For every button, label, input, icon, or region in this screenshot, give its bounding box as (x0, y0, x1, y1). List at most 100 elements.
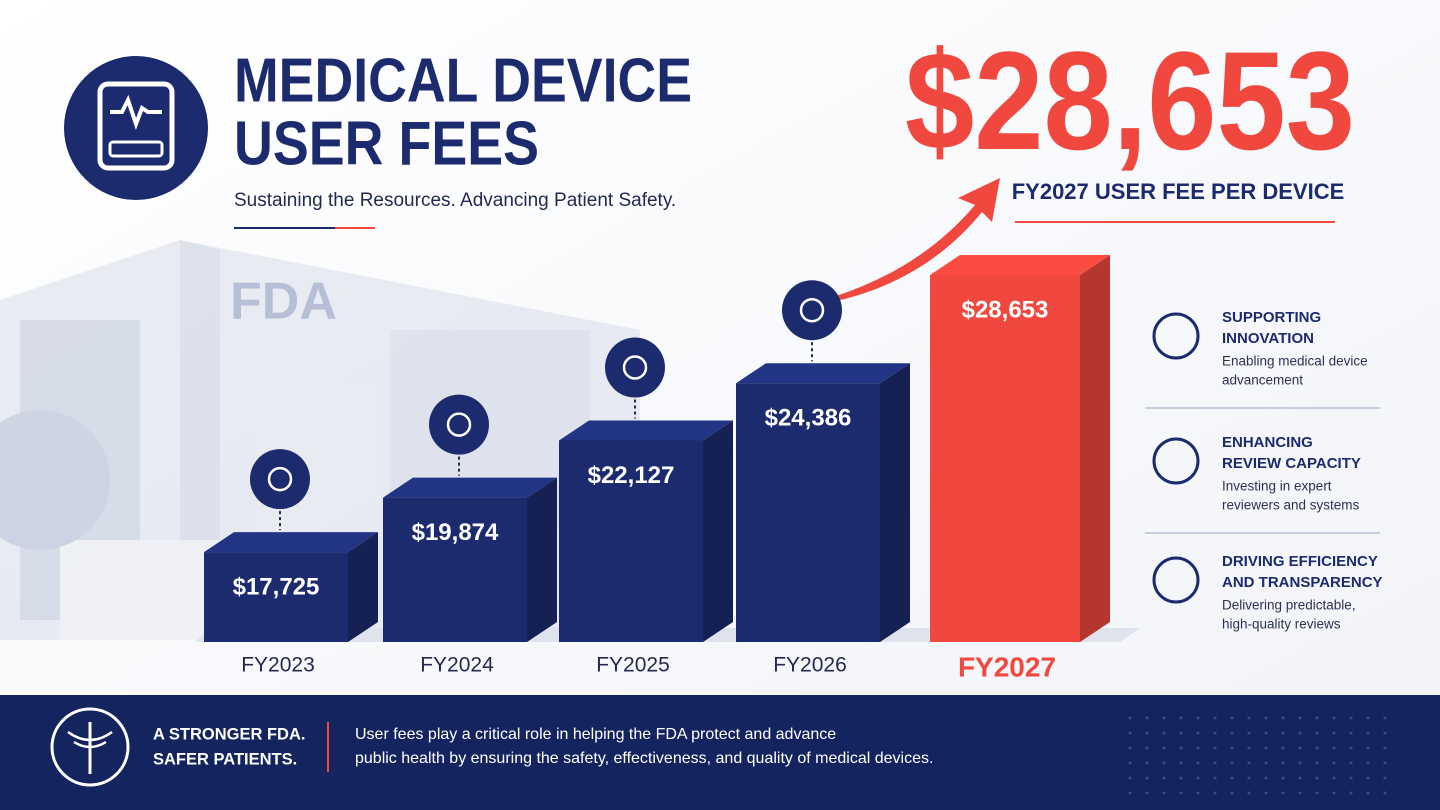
footer-dot (1264, 716, 1268, 720)
footer-dot (1298, 716, 1302, 720)
footer-dot (1247, 776, 1251, 780)
footer-dot (1315, 716, 1319, 720)
feature-title: INNOVATION (1222, 330, 1314, 347)
growth-arrow (830, 178, 1000, 302)
bar-icon-glyph (267, 466, 293, 492)
footer-dot (1162, 791, 1166, 795)
footer-dot (1349, 731, 1353, 735)
footer-dot (1213, 746, 1217, 750)
value-label: $17,725 (233, 573, 320, 600)
footer-dot (1298, 731, 1302, 735)
footer-dot (1315, 731, 1319, 735)
feature-icon (1152, 312, 1200, 360)
bar-icon-glyph (799, 297, 825, 323)
footer-dot (1230, 716, 1234, 720)
footer-dot (1349, 791, 1353, 795)
feature-title: SUPPORTING (1222, 309, 1321, 326)
footer-dot (1264, 746, 1268, 750)
logo-monitor (97, 81, 175, 171)
footer-dot (1213, 791, 1217, 795)
building-sign: FDA (230, 273, 337, 331)
footer-dot (1332, 716, 1336, 720)
bar-top (559, 420, 733, 441)
footer-dot (1281, 761, 1285, 765)
footer-dot (1264, 791, 1268, 795)
bar (736, 383, 880, 642)
footer-dot (1230, 791, 1234, 795)
footer-dot (1366, 761, 1370, 765)
footer-dot (1162, 776, 1166, 780)
footer-dot (1298, 746, 1302, 750)
feature-title: DRIVING EFFICIENCY (1222, 553, 1378, 570)
footer-dot (1213, 761, 1217, 765)
footer-dot (1264, 776, 1268, 780)
footer-dot (1264, 731, 1268, 735)
footer-emblem (50, 707, 130, 787)
bar (930, 275, 1080, 642)
footer-dot (1315, 761, 1319, 765)
footer-dot (1196, 731, 1200, 735)
bar (559, 440, 703, 642)
feature-description: Investing in expert (1222, 479, 1332, 494)
footer-dot (1281, 791, 1285, 795)
footer-dot (1128, 716, 1132, 720)
footer-dot (1315, 776, 1319, 780)
feature-description: Delivering predictable, (1222, 598, 1356, 613)
x-tick-label: FY2023 (241, 654, 315, 677)
feature-title: REVIEW CAPACITY (1222, 455, 1361, 472)
footer-band (0, 695, 1440, 810)
x-tick-label: FY2025 (596, 654, 670, 677)
footer-dot (1366, 746, 1370, 750)
footer-dot (1196, 761, 1200, 765)
footer-emblem-wings (67, 730, 113, 749)
footer-dot (1298, 776, 1302, 780)
footer-dot (1315, 791, 1319, 795)
footer-dot (1213, 716, 1217, 720)
footer-dot (1162, 746, 1166, 750)
title: USER FEES (234, 109, 539, 178)
value-label: $22,127 (588, 462, 675, 489)
footer-dot (1145, 731, 1149, 735)
footer-dot (1145, 746, 1149, 750)
footer-dot (1281, 731, 1285, 735)
bar-icon-glyph (446, 412, 472, 437)
bar (204, 552, 348, 642)
footer-dot (1230, 746, 1234, 750)
footer-dot (1349, 761, 1353, 765)
footer-dot (1179, 731, 1183, 735)
footer-dot (1162, 761, 1166, 765)
feature-title: ENHANCING (1222, 434, 1313, 451)
value-label: $24,386 (765, 405, 852, 432)
feature-title: AND TRANSPARENCY (1222, 574, 1383, 591)
footer-tagline: SAFER PATIENTS. (153, 750, 297, 768)
footer-dot (1366, 716, 1370, 720)
footer-dot (1281, 776, 1285, 780)
footer-dot (1332, 731, 1336, 735)
footer-dot (1213, 731, 1217, 735)
footer-dot (1332, 776, 1336, 780)
footer-dot (1281, 716, 1285, 720)
footer-dot (1128, 776, 1132, 780)
subtitle: Sustaining the Resources. Advancing Pati… (234, 190, 676, 211)
footer-dot (1247, 746, 1251, 750)
footer-dot (1298, 761, 1302, 765)
footer-dot (1247, 731, 1251, 735)
footer-dot (1128, 791, 1132, 795)
bar-top (930, 255, 1110, 275)
footer-dot (1128, 761, 1132, 765)
footer-dot (1383, 776, 1387, 780)
bar (383, 497, 527, 642)
bar-side (703, 420, 733, 642)
bar-side (880, 363, 910, 642)
footer-dot (1196, 746, 1200, 750)
footer-dot (1366, 791, 1370, 795)
footer-dot (1298, 791, 1302, 795)
footer-dot (1196, 716, 1200, 720)
footer-dot (1179, 746, 1183, 750)
bar-icon (605, 337, 665, 398)
footer-dot (1332, 746, 1336, 750)
headline-label: FY2027 USER FEE PER DEVICE (1012, 179, 1345, 204)
logo-pulse (110, 94, 162, 130)
footer-dot (1349, 716, 1353, 720)
